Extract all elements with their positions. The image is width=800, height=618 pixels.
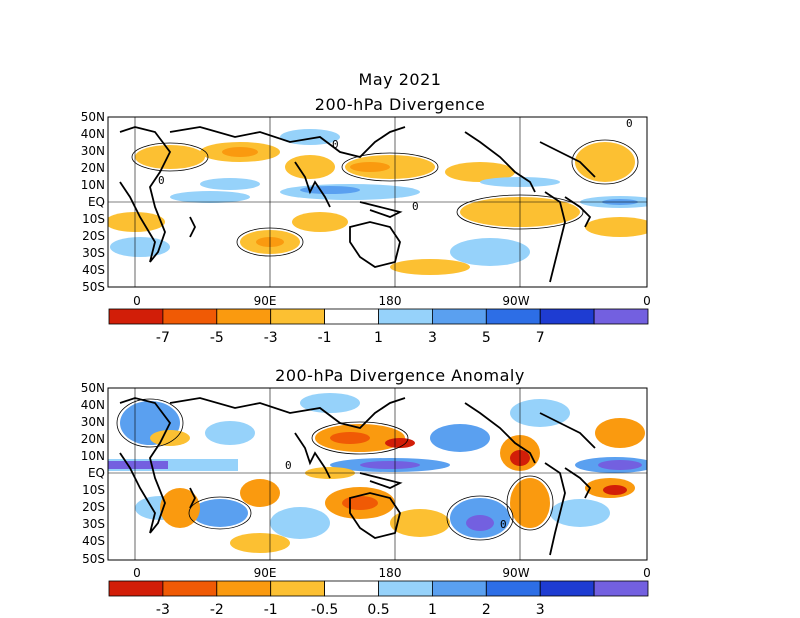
divergence-colorbar-tick-label: 3 xyxy=(428,330,437,346)
lat-label: 20N xyxy=(81,432,105,446)
contour-label: 0 xyxy=(500,518,507,531)
divergence-colorbar-tick-label: -3 xyxy=(264,330,278,346)
anomaly-colorbar-swatch xyxy=(431,580,487,597)
divergence-colorbar-swatch xyxy=(162,308,218,325)
divergence-colorbar-swatch xyxy=(539,308,595,325)
lat-label: 40S xyxy=(82,534,105,548)
divergence-colorbar-tick-label: 5 xyxy=(482,330,491,346)
anomaly-colorbar-tick-label: -0.5 xyxy=(311,602,338,618)
lat-label: 10N xyxy=(81,449,105,463)
lon-label: 180 xyxy=(379,566,402,580)
divergence-colorbar-tick-label: -1 xyxy=(318,330,332,346)
divergence-colorbar-swatch xyxy=(485,308,541,325)
divergence-colorbar-swatch xyxy=(108,308,164,325)
latitude-labels: 50N 40N 30N 20N 10N EQ 10S 20S 30S 40S 5… xyxy=(81,112,105,294)
lon-label: 180 xyxy=(379,294,402,308)
divergence-colorbar-swatch xyxy=(593,308,649,325)
lat-label: 10N xyxy=(81,178,105,192)
lat-label: 30S xyxy=(82,517,105,531)
anomaly-colorbar-swatch xyxy=(324,580,379,597)
contour-labels: 0 0 0 0 xyxy=(158,117,633,213)
contour-label: 0 xyxy=(332,138,339,151)
contour-labels: 0 0 xyxy=(285,459,507,531)
map-gridlines xyxy=(108,117,647,287)
lat-label: 50N xyxy=(81,383,105,395)
lat-label: EQ xyxy=(88,466,105,480)
anomaly-colorbar-tick-label: 3 xyxy=(536,602,545,618)
lon-label: 90W xyxy=(502,566,529,580)
lat-label: 20S xyxy=(82,500,105,514)
divergence-map: 0 0 0 0 50N 40N 30N 20N 10N EQ 10S 20S 3… xyxy=(81,112,651,308)
lat-label: EQ xyxy=(88,195,105,209)
longitude-labels: 0 90E 180 90W 0 xyxy=(133,566,651,580)
divergence-colorbar-tick-label: 1 xyxy=(374,330,383,346)
lon-label: 0 xyxy=(133,294,141,308)
lat-label: 50S xyxy=(82,280,105,294)
panel-2-title: 200-hPa Divergence Anomaly xyxy=(275,366,525,385)
lon-label: 90E xyxy=(254,566,277,580)
divergence-colorbar-tick-label: -7 xyxy=(156,330,170,346)
map-border xyxy=(107,387,648,561)
anomaly-colorbar-swatch xyxy=(485,580,541,597)
anomaly-colorbar-swatch xyxy=(108,580,164,597)
longitude-labels: 0 90E 180 90W 0 xyxy=(133,294,651,308)
divergence-colorbar-swatch xyxy=(270,308,325,325)
divergence-anomaly-map: 0 0 50N 40N 30N 20N 10N EQ 10S 20S 30S 4… xyxy=(81,383,651,580)
anomaly-colorbar-tick-label: 2 xyxy=(482,602,491,618)
lat-label: 10S xyxy=(82,483,105,497)
anomaly-colorbar-tick-label: -3 xyxy=(156,602,170,618)
contour-label: 0 xyxy=(626,117,633,130)
map-border xyxy=(107,116,648,288)
anomaly-colorbar-swatch xyxy=(162,580,218,597)
contour-label: 0 xyxy=(158,174,165,187)
anomaly-colorbar-swatch xyxy=(539,580,595,597)
lat-label: 40N xyxy=(81,127,105,141)
divergence-colorbar-swatch xyxy=(378,308,433,325)
lat-label: 50N xyxy=(81,112,105,124)
lat-label: 40N xyxy=(81,398,105,412)
panel-1-title: 200-hPa Divergence xyxy=(314,95,486,114)
divergence-colorbar-swatch xyxy=(431,308,487,325)
zero-contours xyxy=(116,398,554,541)
lat-label: 30N xyxy=(81,415,105,429)
anomaly-colorbar-swatch xyxy=(270,580,325,597)
contour-label: 0 xyxy=(285,459,292,472)
lat-label: 10S xyxy=(82,212,105,226)
figure-month-title: May 2021 xyxy=(358,70,442,89)
lon-label: 90W xyxy=(502,294,529,308)
anomaly-colorbar-swatch xyxy=(378,580,433,597)
lat-label: 30N xyxy=(81,144,105,158)
lon-label: 0 xyxy=(643,566,651,580)
anomaly-colorbar-tick-label: 0.5 xyxy=(367,602,389,618)
lat-label: 20S xyxy=(82,229,105,243)
lat-label: 20N xyxy=(81,161,105,175)
divergence-colorbar-tick-label: 7 xyxy=(536,330,545,346)
map-gridlines xyxy=(108,388,647,560)
lat-label: 50S xyxy=(82,552,105,566)
anomaly-colorbar-tick-label: -2 xyxy=(210,602,224,618)
divergence-colorbar-tick-label: -5 xyxy=(210,330,224,346)
divergence-colorbar-swatch xyxy=(216,308,272,325)
anomaly-colorbar-tick-label: -1 xyxy=(264,602,278,618)
latitude-labels: 50N 40N 30N 20N 10N EQ 10S 20S 30S 40S 5… xyxy=(81,383,105,566)
anomaly-colorbar-tick-label: 1 xyxy=(428,602,437,618)
lon-label: 0 xyxy=(643,294,651,308)
lon-label: 0 xyxy=(133,566,141,580)
lat-label: 40S xyxy=(82,263,105,277)
anomaly-colorbar-swatch xyxy=(216,580,272,597)
divergence-colorbar-swatch xyxy=(324,308,379,325)
lon-label: 90E xyxy=(254,294,277,308)
divergence-colorbar: -7 -5 -3 -1 1 3 5 7 xyxy=(108,308,649,346)
anomaly-colorbar-swatch xyxy=(593,580,649,597)
zero-contours xyxy=(131,139,639,257)
anomaly-colorbar: -3 -2 -1 -0.5 0.5 1 2 3 xyxy=(108,580,649,618)
contour-label: 0 xyxy=(412,200,419,213)
lat-label: 30S xyxy=(82,246,105,260)
